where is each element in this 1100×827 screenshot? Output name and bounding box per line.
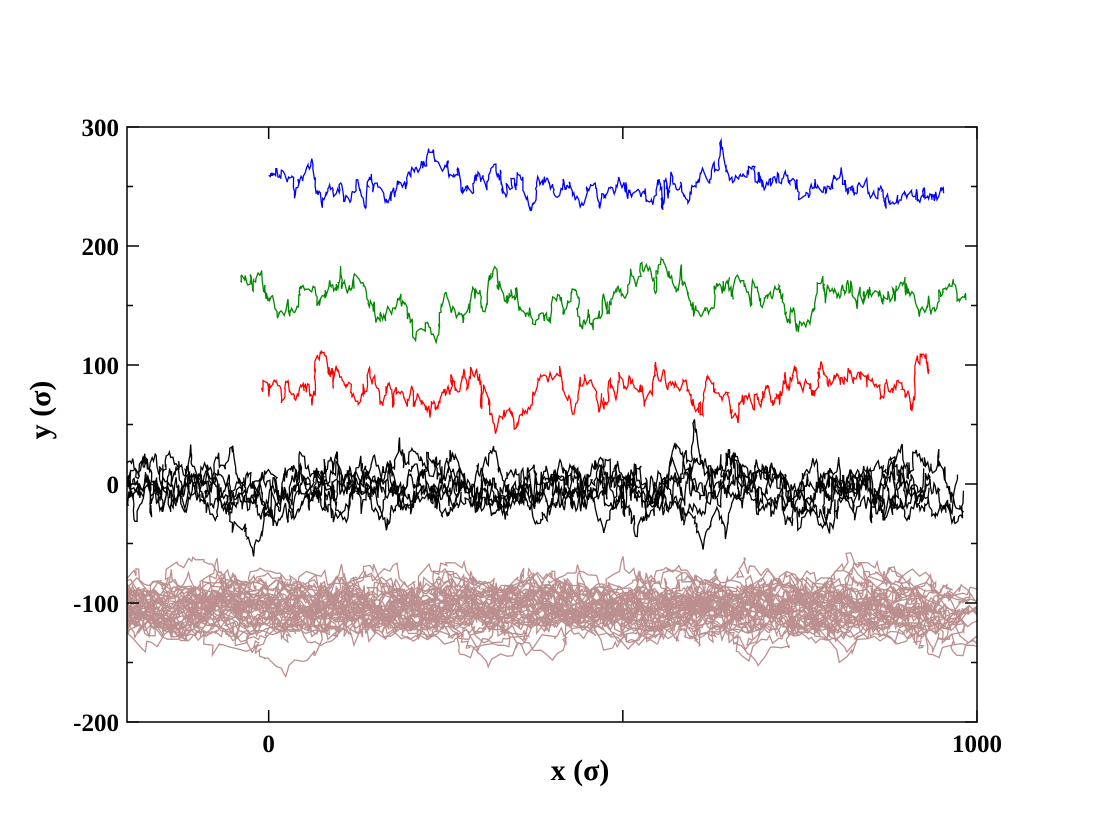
series-0-trace xyxy=(268,137,945,212)
series-3-trace xyxy=(127,442,925,524)
series-4 xyxy=(127,552,977,678)
x-tick-label: 1000 xyxy=(952,731,1002,758)
series-4-trace xyxy=(127,572,966,669)
series-4-trace xyxy=(127,569,966,661)
series-3-trace xyxy=(127,443,965,538)
series-4-trace xyxy=(127,570,977,646)
series-1 xyxy=(239,256,967,345)
series-4-trace xyxy=(127,586,977,657)
series-4-trace xyxy=(127,557,977,631)
series-3-trace xyxy=(127,445,931,550)
x-axis-label: x (σ) xyxy=(551,754,610,787)
series-4-trace xyxy=(127,584,923,667)
x-tick-label: 0 xyxy=(262,731,275,758)
series-4-trace xyxy=(127,572,947,642)
series-4-trace xyxy=(127,575,977,634)
series-2 xyxy=(260,350,930,434)
series-layer xyxy=(127,137,977,678)
tick-layer: -200 -100 0 100 200 300 0 1000 xyxy=(73,115,1002,758)
y-tick-label: -200 xyxy=(73,710,119,737)
y-axis-label: y (σ) xyxy=(24,381,57,440)
y-tick-label: 200 xyxy=(82,234,120,261)
series-3 xyxy=(127,419,965,557)
series-4-trace xyxy=(127,581,873,644)
series-3-trace xyxy=(127,452,959,557)
series-4-trace xyxy=(127,566,935,648)
y-tick-label: -100 xyxy=(73,591,119,618)
series-0 xyxy=(268,137,945,212)
y-tick-label: 100 xyxy=(82,353,120,380)
series-4-trace xyxy=(127,564,929,632)
series-3-trace xyxy=(127,419,930,526)
series-2-trace xyxy=(260,350,930,434)
series-1-trace xyxy=(239,256,967,345)
series-4-trace xyxy=(127,552,944,654)
y-tick-label: 0 xyxy=(107,472,120,499)
y-tick-label: 300 xyxy=(82,115,120,142)
